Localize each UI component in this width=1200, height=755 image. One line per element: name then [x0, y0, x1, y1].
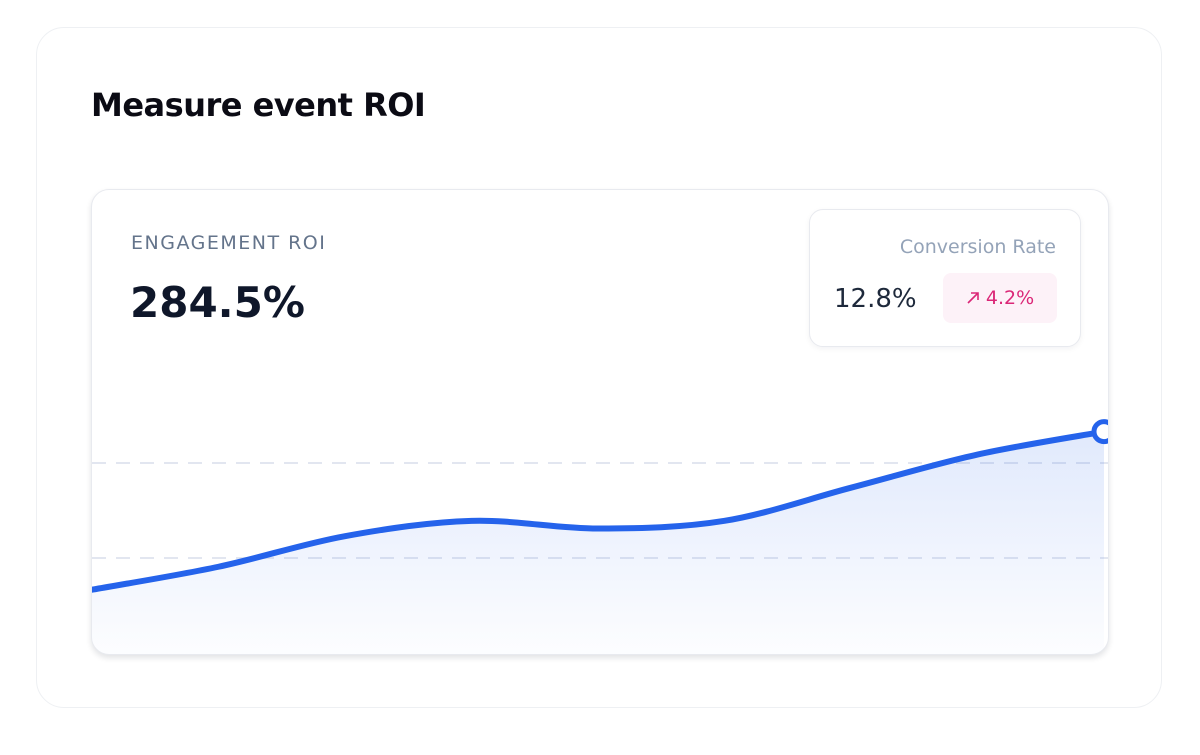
metric-label: ENGAGEMENT ROI [131, 232, 327, 254]
change-value: 4.2% [985, 287, 1035, 309]
chart [92, 419, 1108, 654]
card-title: Measure event ROI [91, 86, 426, 124]
line [92, 428, 1107, 593]
change-badge: 4.2% [943, 273, 1057, 323]
area [92, 431, 1104, 654]
conversion-label: Conversion Rate [899, 236, 1056, 258]
card [36, 27, 1162, 708]
conversion-box: Conversion Rate 12.8% 4.2% [809, 209, 1081, 347]
chart-card: ENGAGEMENT ROI 284.5% Conversion Rate 12… [91, 189, 1109, 655]
conversion-value: 12.8% [834, 284, 917, 314]
metric-value: 284.5% [130, 278, 305, 327]
arrow-icon [967, 292, 979, 304]
end-marker [1091, 419, 1108, 445]
